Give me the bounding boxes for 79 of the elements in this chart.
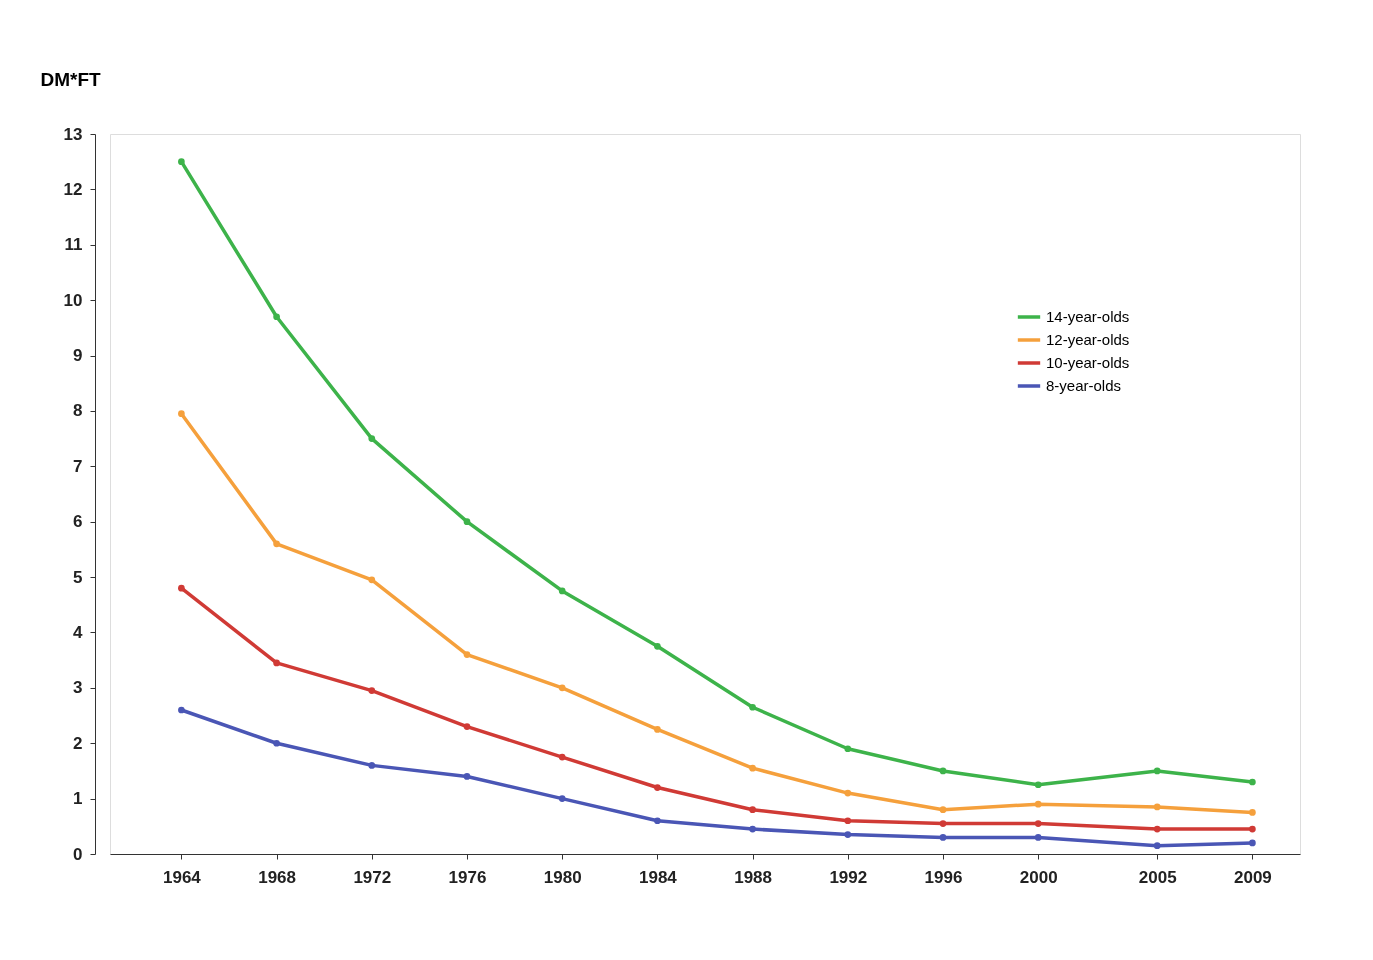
- y-tick-label: 12: [63, 179, 83, 199]
- point: [654, 642, 661, 650]
- point: [1034, 820, 1042, 827]
- point: [1153, 803, 1161, 811]
- point: [178, 158, 185, 166]
- x-tick-label: 2005: [1138, 867, 1177, 887]
- point: [178, 706, 185, 714]
- y-tick-label: 0: [73, 844, 83, 864]
- point: [1249, 839, 1256, 847]
- legend-label: 12-year-olds: [1046, 331, 1130, 348]
- point: [1153, 767, 1161, 775]
- y-tick-label: 7: [73, 456, 83, 476]
- point: [1249, 825, 1256, 833]
- x-tick-label: 2000: [1019, 867, 1058, 887]
- point: [558, 684, 566, 692]
- x-tick-label: 1964: [162, 867, 202, 887]
- legend-label: 10-year-olds: [1046, 354, 1130, 371]
- point: [1034, 800, 1042, 808]
- y-tick-label: 6: [73, 512, 83, 532]
- point: [1153, 842, 1161, 850]
- y-tick-label: 1: [73, 789, 83, 809]
- y-tick-label: 3: [73, 678, 83, 698]
- point: [463, 773, 471, 780]
- point: [463, 518, 471, 526]
- point: [844, 831, 852, 838]
- point: [1034, 834, 1042, 841]
- point: [558, 587, 566, 595]
- point: [368, 762, 376, 769]
- y-tick-label: 10: [63, 290, 83, 310]
- y-tick-label: 2: [73, 733, 83, 753]
- point: [654, 726, 661, 733]
- point: [1153, 825, 1161, 833]
- point: [368, 576, 376, 584]
- y-tick-label: 8: [73, 401, 83, 421]
- x-tick-label: 2009: [1233, 867, 1272, 887]
- x-tick-label: 1992: [829, 867, 868, 887]
- x-tick-label: 1968: [258, 867, 297, 887]
- point: [749, 703, 756, 711]
- x-tick-label: 1972: [353, 867, 392, 887]
- point: [844, 789, 852, 797]
- point: [1249, 809, 1256, 816]
- point: [939, 767, 947, 775]
- legend-label: 8-year-olds: [1046, 377, 1122, 394]
- y-tick-label: 5: [73, 567, 83, 587]
- point: [1034, 781, 1042, 789]
- point: [1249, 778, 1256, 786]
- point: [558, 795, 566, 802]
- y-tick-label: 13: [63, 124, 83, 144]
- point: [939, 820, 947, 827]
- point: [273, 659, 280, 667]
- point: [273, 540, 280, 548]
- x-tick-label: 1980: [543, 867, 582, 887]
- point: [844, 745, 852, 753]
- y-axis-title: DM*FT: [40, 68, 102, 90]
- point: [273, 313, 280, 321]
- y-tick-label: 9: [73, 346, 83, 366]
- point: [178, 410, 185, 418]
- x-tick-label: 1988: [734, 867, 773, 887]
- point: [654, 784, 661, 791]
- y-tick-label: 11: [64, 235, 83, 255]
- x-tick-label: 1984: [638, 867, 678, 887]
- point: [558, 753, 566, 761]
- point: [654, 817, 661, 825]
- x-tick-label: 1976: [448, 867, 487, 887]
- point: [368, 435, 376, 442]
- point: [463, 723, 471, 730]
- point: [749, 825, 756, 833]
- point: [939, 806, 947, 814]
- point: [939, 834, 947, 841]
- x-tick-label: 1996: [924, 867, 963, 887]
- point: [844, 817, 852, 825]
- y-tick-label: 4: [73, 622, 84, 642]
- point: [178, 584, 185, 592]
- point: [368, 687, 376, 694]
- point: [749, 764, 756, 772]
- point: [273, 739, 280, 747]
- point: [749, 806, 756, 814]
- point: [463, 651, 471, 658]
- legend-label: 14-year-olds: [1046, 308, 1130, 325]
